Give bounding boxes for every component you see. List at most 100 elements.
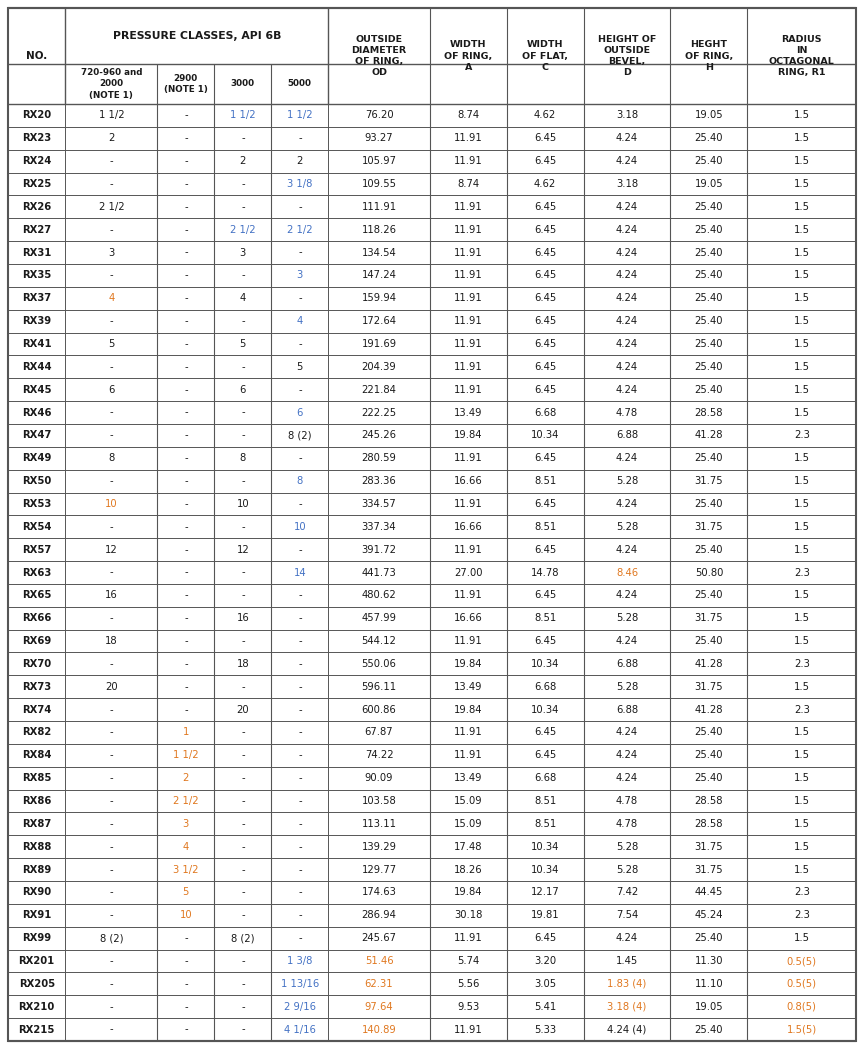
Text: RX65: RX65 <box>22 591 52 600</box>
Text: 76.20: 76.20 <box>365 110 393 121</box>
Text: 11.91: 11.91 <box>454 271 483 280</box>
Text: 1.5: 1.5 <box>794 453 810 464</box>
Text: 10: 10 <box>237 499 249 509</box>
Text: 4.24: 4.24 <box>616 773 638 784</box>
Text: 11.91: 11.91 <box>454 385 483 394</box>
Text: 4.24: 4.24 <box>616 271 638 280</box>
Text: 4.78: 4.78 <box>616 407 638 418</box>
Text: 1.5: 1.5 <box>794 750 810 761</box>
Text: 10.34: 10.34 <box>531 864 559 875</box>
Text: -: - <box>298 705 302 714</box>
Text: 0.5(5): 0.5(5) <box>787 956 816 966</box>
Text: -: - <box>241 407 245 418</box>
Text: 25.40: 25.40 <box>695 591 723 600</box>
Text: -: - <box>184 339 187 349</box>
Text: 14: 14 <box>294 568 306 578</box>
Text: 2.3: 2.3 <box>794 568 810 578</box>
Text: 16: 16 <box>237 614 249 623</box>
Text: 18: 18 <box>105 636 118 646</box>
Text: 6.68: 6.68 <box>534 407 556 418</box>
Text: 11.10: 11.10 <box>695 979 723 989</box>
Text: 174.63: 174.63 <box>362 887 397 898</box>
Text: 1.5: 1.5 <box>794 864 810 875</box>
Text: 20: 20 <box>105 682 118 691</box>
Text: 1.5: 1.5 <box>794 636 810 646</box>
Text: 13.49: 13.49 <box>454 407 482 418</box>
Text: -: - <box>298 750 302 761</box>
Text: 28.58: 28.58 <box>695 796 723 806</box>
Text: 1.5: 1.5 <box>794 271 810 280</box>
Text: -: - <box>298 614 302 623</box>
Text: 2.3: 2.3 <box>794 659 810 669</box>
Text: -: - <box>241 476 245 486</box>
Text: 3: 3 <box>108 248 115 258</box>
Text: -: - <box>298 911 302 920</box>
Text: NO.: NO. <box>26 51 48 61</box>
Text: -: - <box>298 934 302 943</box>
Text: 44.45: 44.45 <box>695 887 723 898</box>
Text: 11.91: 11.91 <box>454 339 483 349</box>
Text: RX87: RX87 <box>22 819 51 829</box>
Text: -: - <box>184 705 187 714</box>
Text: -: - <box>184 271 187 280</box>
Text: 9.53: 9.53 <box>457 1002 480 1011</box>
Text: 6.88: 6.88 <box>616 659 638 669</box>
Text: 41.28: 41.28 <box>695 430 723 441</box>
Text: 2.3: 2.3 <box>794 705 810 714</box>
Text: 8: 8 <box>108 453 115 464</box>
Text: -: - <box>241 133 245 144</box>
Text: 8.51: 8.51 <box>534 819 556 829</box>
Text: 15.09: 15.09 <box>454 796 482 806</box>
Text: 16.66: 16.66 <box>454 521 483 532</box>
Text: RX88: RX88 <box>22 841 52 852</box>
Text: 15.09: 15.09 <box>454 819 482 829</box>
Text: 6.45: 6.45 <box>534 156 556 166</box>
Text: 11.91: 11.91 <box>454 727 483 737</box>
Text: 93.27: 93.27 <box>365 133 393 144</box>
Text: 1.5: 1.5 <box>794 201 810 212</box>
Text: 7.54: 7.54 <box>616 911 638 920</box>
Text: -: - <box>298 659 302 669</box>
Text: RX27: RX27 <box>22 224 51 235</box>
Text: -: - <box>298 133 302 144</box>
Text: 11.91: 11.91 <box>454 294 483 303</box>
Text: -: - <box>184 385 187 394</box>
Text: 1.5: 1.5 <box>794 316 810 326</box>
Text: -: - <box>184 636 187 646</box>
Text: -: - <box>298 841 302 852</box>
Text: 4.24: 4.24 <box>616 453 638 464</box>
Text: 6.45: 6.45 <box>534 248 556 258</box>
Text: -: - <box>110 727 113 737</box>
Text: -: - <box>110 841 113 852</box>
Text: 391.72: 391.72 <box>361 544 397 555</box>
Text: 6: 6 <box>108 385 115 394</box>
Text: 4.24: 4.24 <box>616 499 638 509</box>
Text: RX46: RX46 <box>22 407 52 418</box>
Text: 25.40: 25.40 <box>695 934 723 943</box>
Text: 1.5: 1.5 <box>794 841 810 852</box>
Text: RX84: RX84 <box>22 750 52 761</box>
Text: 31.75: 31.75 <box>695 476 723 486</box>
Text: -: - <box>110 476 113 486</box>
Text: -: - <box>184 659 187 669</box>
Text: -: - <box>298 339 302 349</box>
Text: -: - <box>110 614 113 623</box>
Text: 1.5: 1.5 <box>794 521 810 532</box>
Text: 7.42: 7.42 <box>616 887 638 898</box>
Text: RX26: RX26 <box>22 201 51 212</box>
Text: RX45: RX45 <box>22 385 52 394</box>
Text: 11.91: 11.91 <box>454 591 483 600</box>
Text: 2 1/2: 2 1/2 <box>230 224 256 235</box>
Text: -: - <box>110 407 113 418</box>
Text: 5: 5 <box>182 887 189 898</box>
Text: 28.58: 28.58 <box>695 407 723 418</box>
Text: 25.40: 25.40 <box>695 499 723 509</box>
Text: -: - <box>110 316 113 326</box>
Text: 6.88: 6.88 <box>616 705 638 714</box>
Text: 25.40: 25.40 <box>695 271 723 280</box>
Text: 51.46: 51.46 <box>365 956 393 966</box>
Text: -: - <box>184 1002 187 1011</box>
Text: -: - <box>241 979 245 989</box>
Text: 90.09: 90.09 <box>365 773 393 784</box>
Text: 4.24: 4.24 <box>616 133 638 144</box>
